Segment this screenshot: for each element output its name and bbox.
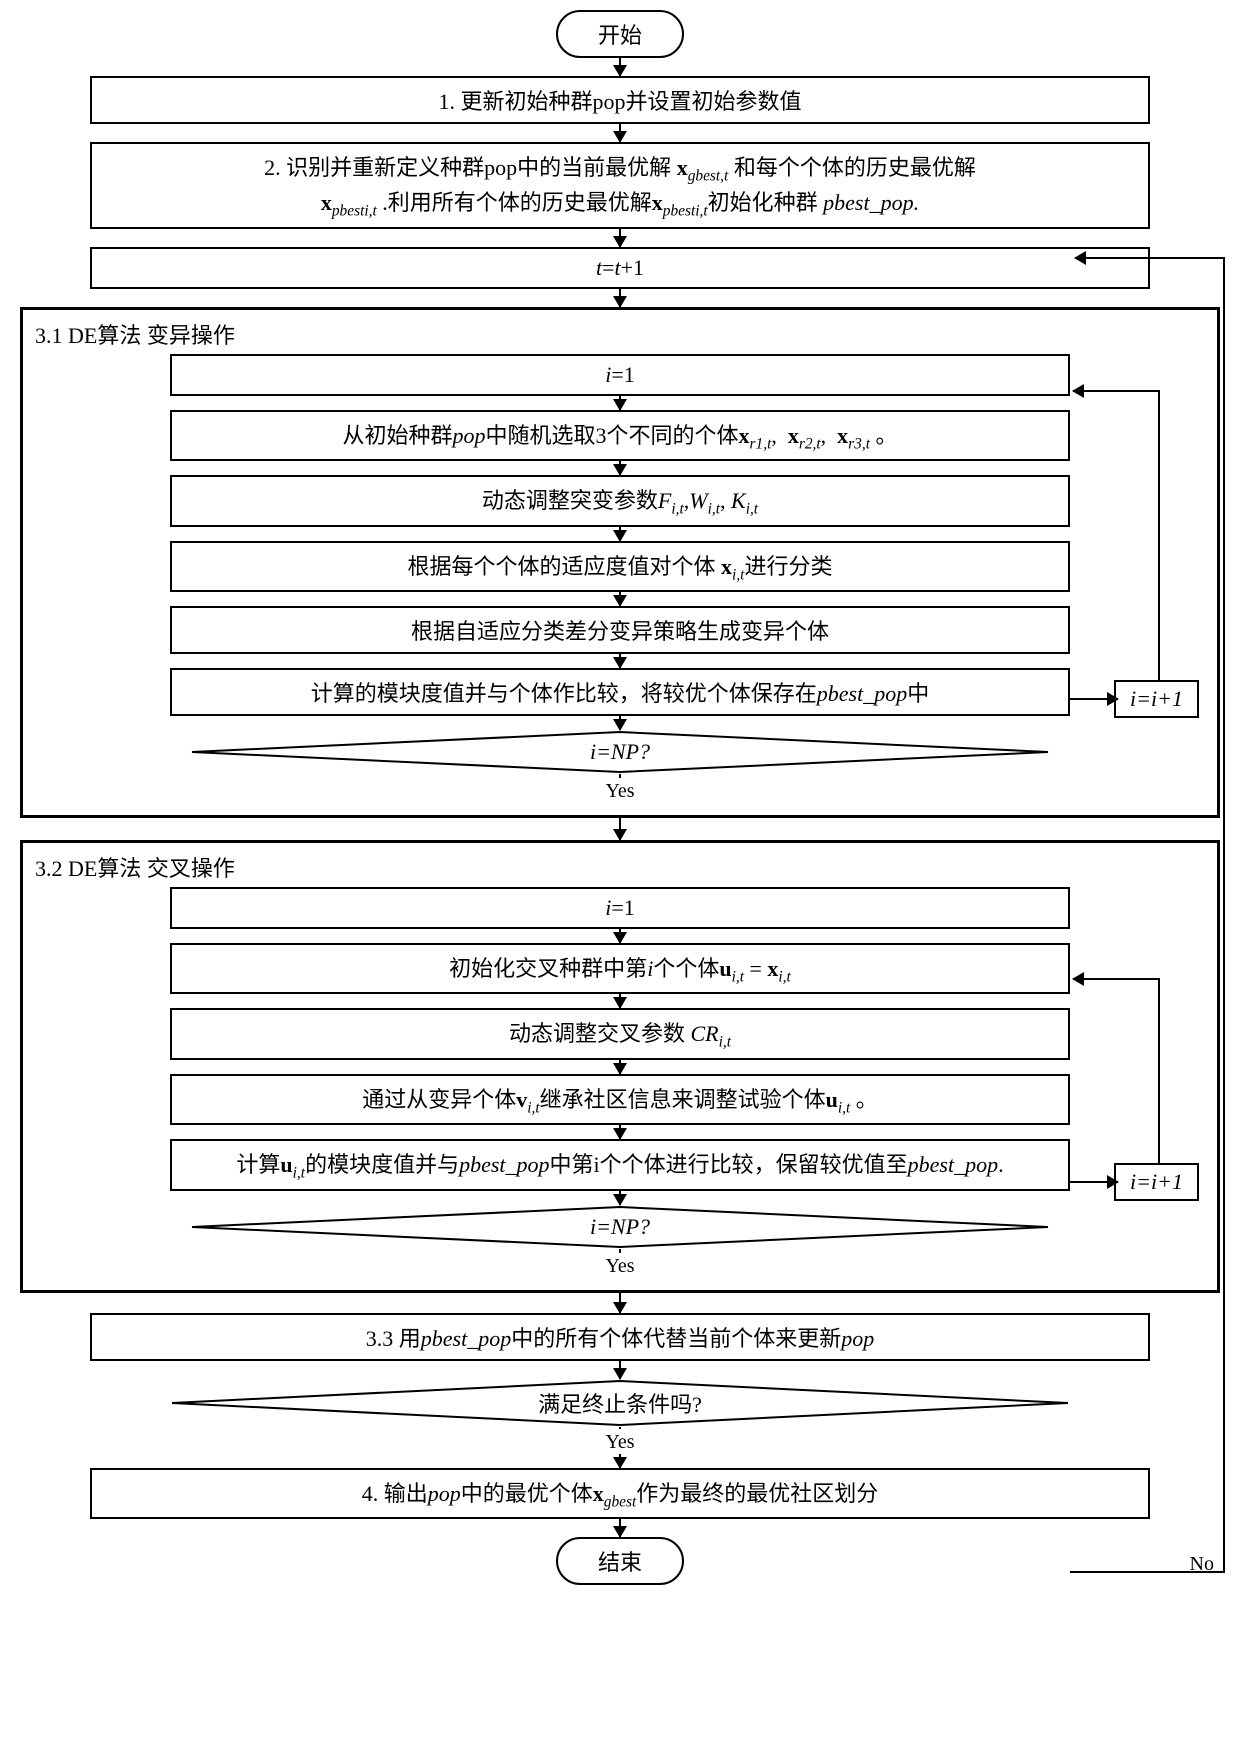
g31-decision: i=NP?: [190, 730, 1050, 774]
g31-yes-label: Yes: [605, 780, 634, 803]
g32-s1: 初始化交叉种群中第i个个体ui,t = xi,t: [170, 943, 1070, 994]
g31-s5: 计算的模块度值并与个体作比较，将较优个体保存在pbest_pop中: [170, 668, 1070, 716]
arrow: [619, 654, 621, 668]
decision-stop: 满足终止条件吗?: [170, 1379, 1070, 1427]
g32-s4: 计算ui,t的模块度值并与pbest_pop中第i个个体进行比较，保留较优值至p…: [170, 1139, 1070, 1190]
g31-s1: 从初始种群pop中随机选取3个不同的个体xr1,t, xr2,t, xr3,t …: [170, 410, 1070, 461]
step-t-inc: t=t+1: [90, 247, 1150, 289]
arrow: [619, 527, 621, 541]
arrow: [619, 716, 621, 730]
arrow: [619, 1361, 621, 1379]
g32-i-1: i=1: [170, 887, 1070, 929]
g31-s4: 根据自适应分类差分变异策略生成变异个体: [170, 606, 1070, 654]
g32-yes-label: Yes: [605, 1255, 634, 1278]
arrow: [619, 1293, 621, 1313]
arrow: [619, 58, 621, 76]
arrow: [619, 1454, 621, 1468]
arrow: [619, 994, 621, 1008]
step-3-3: 3.3 用pbest_pop中的所有个体代替当前个体来更新pop: [90, 1313, 1150, 1361]
line: [619, 1427, 621, 1429]
group-3-1-title: 3.1 DE算法 变异操作: [33, 318, 1207, 354]
step-2: 2. 识别并重新定义种群pop中的当前最优解 xgbest,t 和每个个体的历史…: [90, 142, 1150, 229]
arrow: [619, 1060, 621, 1074]
outer-loop-hline-bottom: [1070, 1571, 1225, 1573]
arrow: [619, 1519, 621, 1537]
arrow: [619, 592, 621, 606]
arrow: [619, 289, 621, 307]
arrow: [619, 818, 621, 840]
line: [619, 1249, 621, 1253]
outer-loop-hline-top: [1075, 257, 1225, 259]
stop-yes-label: Yes: [605, 1431, 634, 1454]
g32-decision: i=NP?: [190, 1205, 1050, 1249]
group-3-2: 3.2 DE算法 交叉操作 No i=i+1 i=1 初始化交叉种群中第i个个体…: [20, 840, 1220, 1293]
g31-s3: 根据每个个体的适应度值对个体 xi,t进行分类: [170, 541, 1070, 592]
arrow: [619, 461, 621, 475]
step-4: 4. 输出pop中的最优个体xgbest作为最终的最优社区划分: [90, 1468, 1150, 1519]
arrow: [619, 124, 621, 142]
end-terminator: 结束: [556, 1537, 684, 1585]
step-1: 1. 更新初始种群pop并设置初始参数值: [90, 76, 1150, 124]
g32-s2: 动态调整交叉参数 CRi,t: [170, 1008, 1070, 1059]
arrow: [619, 229, 621, 247]
outer-loop-vline: [1223, 257, 1225, 1573]
arrow: [619, 396, 621, 410]
arrow: [619, 1125, 621, 1139]
arrow: [619, 1191, 621, 1205]
group-3-1: 3.1 DE算法 变异操作 No i=i+1 i=1 从初始种群pop中随机选取…: [20, 307, 1220, 818]
group-3-2-title: 3.2 DE算法 交叉操作: [33, 851, 1207, 887]
g31-s2: 动态调整突变参数Fi,t,Wi,t, Ki,t: [170, 475, 1070, 526]
arrow: [619, 929, 621, 943]
line: [619, 774, 621, 778]
flowchart-root: No 开始 1. 更新初始种群pop并设置初始参数值 2. 识别并重新定义种群p…: [10, 10, 1230, 1585]
g32-s3: 通过从变异个体vi,t继承社区信息来调整试验个体ui,t 。: [170, 1074, 1070, 1125]
start-terminator: 开始: [556, 10, 684, 58]
g31-i-1: i=1: [170, 354, 1070, 396]
